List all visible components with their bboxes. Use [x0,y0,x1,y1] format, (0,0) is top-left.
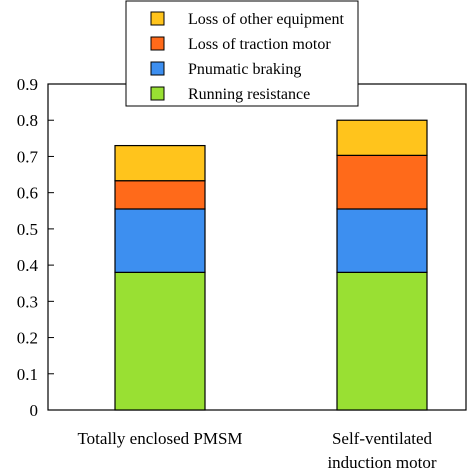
bar-segment [336,208,428,273]
y-tick-label: 0.1 [17,365,38,384]
y-tick-label: 0 [30,401,39,420]
bar-segment [114,144,206,182]
bar-segment [114,208,206,273]
y-tick-label: 0.3 [17,292,38,311]
y-tick-label: 0.4 [17,256,39,275]
legend-label: Loss of other equipment [188,11,345,28]
y-tick-label: 0.6 [17,184,38,203]
legend: Loss of other equipment Loss of traction … [125,0,359,107]
x-category-label: induction motor [327,453,436,472]
y-tick-label: 0.8 [17,111,38,130]
y-tick-label: 0.9 [17,75,38,94]
bar-segment [336,119,428,156]
bar-segment [114,271,206,411]
legend-label: Pnumatic braking [188,61,301,78]
legend-swatch [150,11,165,26]
legend-swatch [150,61,165,76]
y-tick-label: 0.5 [17,220,38,239]
y-tick-label: 0.7 [17,147,39,166]
y-tick-label: 0.2 [17,329,38,348]
bar-segment [336,271,428,411]
legend-label: Loss of traction motor [188,36,331,53]
x-category-label: Totally enclosed PMSM [77,429,242,448]
legend-label: Running resistance [188,86,310,103]
legend-box [125,0,359,107]
bar-segment [114,180,206,210]
legend-swatch [150,86,165,101]
legend-swatch [150,36,165,51]
x-category-label: Self-ventilated [332,429,433,448]
plot-area: 0 0.1 0.2 0.3 0.4 0.5 0.6 0.7 0.8 0.9 Totally encl… [17,75,467,472]
bar-segment [336,154,428,210]
